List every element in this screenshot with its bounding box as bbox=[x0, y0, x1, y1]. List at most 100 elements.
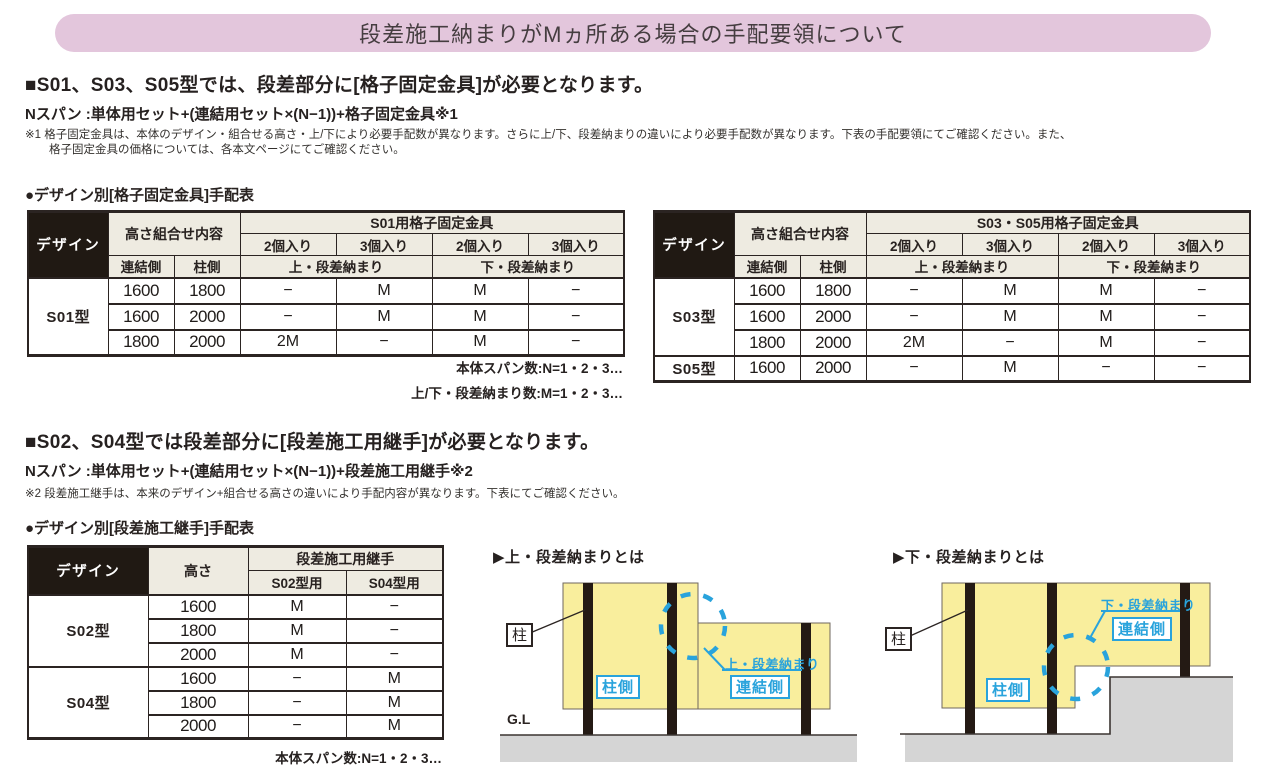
table-cell: 2000 bbox=[799, 302, 867, 330]
table-cell: − bbox=[1057, 354, 1155, 382]
table-header-row: S02型用 S04型用 bbox=[28, 570, 444, 595]
table-cell: − bbox=[961, 328, 1059, 356]
table-cell: 2000 bbox=[799, 354, 867, 382]
col-header-pack2: 2個入り bbox=[865, 233, 963, 256]
table-row: 1800 M − bbox=[28, 617, 444, 643]
table-cell: 2M bbox=[239, 328, 337, 356]
design-cell: S01型 bbox=[27, 276, 109, 356]
post-side-label: 柱側 bbox=[596, 675, 641, 699]
table-cell: 1800 bbox=[147, 617, 249, 643]
table-cell: − bbox=[247, 689, 347, 715]
table-cell: 2000 bbox=[173, 328, 241, 356]
table-cell: M bbox=[247, 641, 347, 667]
table-cell: 1600 bbox=[733, 302, 801, 330]
col-header-post-side: 柱側 bbox=[799, 255, 867, 278]
design-cell: S02型 bbox=[27, 593, 149, 667]
table-cell: M bbox=[961, 276, 1059, 304]
joint-side-label: 連結側 bbox=[730, 675, 791, 699]
table-cell: − bbox=[335, 328, 433, 356]
callout-pointer-line bbox=[703, 647, 726, 671]
col-header-product: 段差施工用継手 bbox=[247, 546, 444, 571]
span-count-note: 本体スパン数:N=1・2・3… bbox=[275, 751, 442, 766]
table-row: 2000 M − bbox=[28, 641, 444, 667]
table-cell: M bbox=[247, 617, 347, 643]
table-cell: − bbox=[239, 302, 337, 330]
fence-panels bbox=[941, 582, 1211, 709]
lower-step-drawing bbox=[900, 582, 1233, 762]
col-header-height: 高さ bbox=[147, 546, 249, 595]
table3-note: 本体スパン数:N=1・2・3… bbox=[27, 746, 442, 771]
table-row: S02型 1600 M − bbox=[27, 593, 444, 667]
col-header-upper-step: 上・段差納まり bbox=[239, 255, 433, 278]
col-header-pack2: 2個入り bbox=[431, 233, 529, 256]
table-header-row: デザイン 高さ組合せ内容 S03・S05用格子固定金具 bbox=[653, 211, 1251, 278]
col-header-pack2: 2個入り bbox=[239, 233, 337, 256]
col-header-design: デザイン bbox=[27, 546, 149, 595]
table-row: 1800 2000 2M − M − bbox=[654, 328, 1251, 356]
table-cell: 1800 bbox=[733, 328, 801, 356]
col-header-pack3: 3個入り bbox=[527, 233, 625, 256]
table-cell: 2M bbox=[865, 328, 963, 356]
table-cell: M bbox=[335, 276, 433, 304]
table-cell: M bbox=[431, 302, 529, 330]
table-cell: M bbox=[431, 276, 529, 304]
table-cell: 1800 bbox=[147, 689, 249, 715]
step-joint-table: デザイン 高さ 段差施工用継手 S02型用 S04型用 S02型 1600 M … bbox=[27, 545, 444, 740]
table-cell: M bbox=[345, 665, 444, 691]
table-cell: M bbox=[345, 713, 444, 739]
table-cell: − bbox=[247, 713, 347, 739]
col-header-height-combo: 高さ組合せ内容 bbox=[107, 211, 241, 256]
design-cell: S03型 bbox=[653, 276, 735, 356]
col-header-product: S01用格子固定金具 bbox=[239, 211, 625, 234]
table-header-row: 連結側 柱側 上・段差納まり 下・段差納まり bbox=[654, 255, 1251, 278]
footnote-line: 格子固定金具の価格については、各本文ページにてご確認ください。 bbox=[49, 144, 405, 156]
post bbox=[583, 583, 593, 735]
table-cell: 2000 bbox=[799, 328, 867, 356]
table-cell: 1600 bbox=[733, 354, 801, 382]
table-cell: 1800 bbox=[107, 328, 175, 356]
table-cell: M bbox=[1057, 302, 1155, 330]
table-cell: − bbox=[865, 302, 963, 330]
col-header-post-side: 柱側 bbox=[173, 255, 241, 278]
table1-title: ●デザイン別[格子固定金具]手配表 bbox=[25, 187, 255, 204]
table-row: S05型 1600 2000 − M − − bbox=[653, 354, 1251, 382]
table1-notes: 本体スパン数:N=1・2・3… 上/下・段差納まり数:M=1・2・3… bbox=[27, 356, 623, 406]
table-cell: 1600 bbox=[733, 276, 801, 304]
span-count-note: 本体スパン数:N=1・2・3… bbox=[456, 361, 623, 376]
col-header-height-combo: 高さ組合せ内容 bbox=[733, 211, 867, 256]
table-cell: 1800 bbox=[799, 276, 867, 304]
table-cell: − bbox=[345, 641, 444, 667]
table-cell: M bbox=[431, 328, 529, 356]
section1-heading: ■S01、S03、S05型では、段差部分に[格子固定金具]が必要となります。 bbox=[25, 75, 654, 96]
table-cell: − bbox=[345, 617, 444, 643]
design-cell: S05型 bbox=[653, 354, 735, 382]
footnote-line: ※1 格子固定金具は、本体のデザイン・組合せる高さ・上/下により必要手配数が異な… bbox=[25, 129, 1072, 141]
table-header-row: 2個入り 3個入り 2個入り 3個入り bbox=[28, 233, 625, 256]
col-header-lower-step: 下・段差納まり bbox=[431, 255, 625, 278]
table-cell: M bbox=[1057, 328, 1155, 356]
lower-step-callout: 下・段差納まり bbox=[1101, 598, 1196, 613]
table-cell: − bbox=[527, 276, 625, 304]
section1-footnote: ※1 格子固定金具は、本体のデザイン・組合せる高さ・上/下により必要手配数が異な… bbox=[25, 128, 1253, 158]
s03-s05-bracket-table: デザイン 高さ組合せ内容 S03・S05用格子固定金具 2個入り 3個入り 2個… bbox=[653, 210, 1251, 383]
table-cell: 2000 bbox=[147, 641, 249, 667]
table-cell: 1600 bbox=[107, 276, 175, 304]
col-header-product: S03・S05用格子固定金具 bbox=[865, 211, 1251, 234]
table-cell: M bbox=[961, 354, 1059, 382]
table-header-row: 連結側 柱側 上・段差納まり 下・段差納まり bbox=[28, 255, 625, 278]
ground-level-label: G.L bbox=[507, 711, 531, 727]
col-header-s02: S02型用 bbox=[247, 570, 347, 595]
table-cell: − bbox=[1153, 354, 1251, 382]
table-cell: − bbox=[1153, 328, 1251, 356]
table-cell: 2000 bbox=[173, 302, 241, 330]
table-cell: − bbox=[1153, 276, 1251, 304]
table-cell: − bbox=[345, 593, 444, 619]
table-cell: M bbox=[345, 689, 444, 715]
diagram-caption: ▶上・段差納まりとは bbox=[493, 549, 645, 566]
table-row: 2000 − M bbox=[28, 713, 444, 739]
page-title-bar: 段差施工納まりがMヵ所ある場合の手配要領について bbox=[55, 14, 1211, 52]
table-cell: − bbox=[247, 665, 347, 691]
s01-bracket-table: デザイン 高さ組合せ内容 S01用格子固定金具 2個入り 3個入り 2個入り 3… bbox=[27, 210, 625, 357]
post bbox=[1180, 583, 1190, 677]
